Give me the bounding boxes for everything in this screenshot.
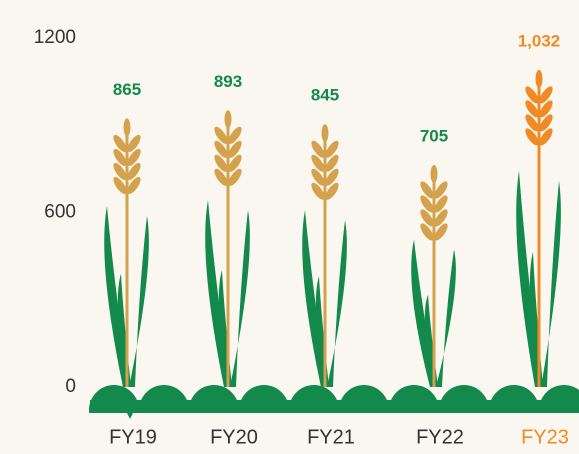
value-label: 865: [113, 80, 141, 99]
value-label: 845: [311, 86, 339, 105]
leaf: [436, 249, 456, 387]
chart: 0 600 1200 FY19 865 FY20 893 FY21 845 FY22 705 FY23…: [0, 0, 579, 454]
ground-mask: [0, 413, 579, 454]
leaf: [129, 216, 149, 387]
plant: [302, 124, 347, 387]
y-tick-label: 600: [44, 202, 76, 223]
x-tick-label: FY20: [210, 426, 258, 448]
plant: [104, 118, 149, 387]
grain: [322, 124, 329, 142]
value-label: 705: [420, 126, 448, 145]
value-label: 893: [214, 72, 242, 91]
leaf: [327, 220, 347, 387]
grain: [536, 70, 543, 88]
x-tick-label: FY21: [307, 426, 355, 448]
plant: [411, 165, 456, 387]
y-tick-label: 1200: [34, 27, 76, 48]
x-tick-label: FY22: [416, 426, 464, 448]
plant: [205, 110, 250, 387]
x-tick-label: FY19: [109, 426, 157, 448]
y-tick-label: 0: [65, 376, 76, 397]
grain: [431, 165, 438, 183]
grain: [124, 118, 131, 136]
leaf: [541, 181, 561, 387]
value-label: 1,032: [518, 31, 561, 50]
leaf: [230, 210, 250, 387]
grain: [225, 110, 232, 128]
x-tick-label: FY23: [521, 426, 569, 448]
plant: [516, 70, 561, 387]
